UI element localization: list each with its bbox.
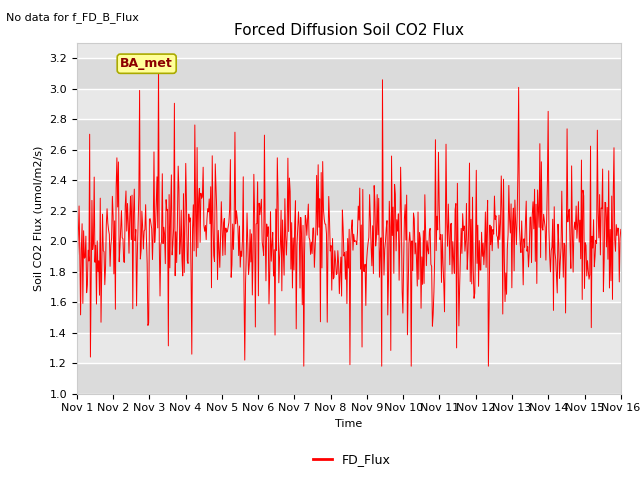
Bar: [77, 241, 621, 272]
Bar: [77, 363, 621, 394]
Bar: [77, 180, 621, 211]
Title: Forced Diffusion Soil CO2 Flux: Forced Diffusion Soil CO2 Flux: [234, 23, 464, 38]
X-axis label: Time: Time: [335, 419, 362, 429]
Legend: FD_Flux: FD_Flux: [308, 448, 396, 471]
Y-axis label: Soil CO2 Flux (umol/m2/s): Soil CO2 Flux (umol/m2/s): [34, 146, 44, 291]
Bar: [77, 59, 621, 89]
Bar: [77, 120, 621, 150]
Text: BA_met: BA_met: [120, 57, 173, 70]
Bar: [77, 302, 621, 333]
Text: No data for f_FD_B_Flux: No data for f_FD_B_Flux: [6, 12, 140, 23]
